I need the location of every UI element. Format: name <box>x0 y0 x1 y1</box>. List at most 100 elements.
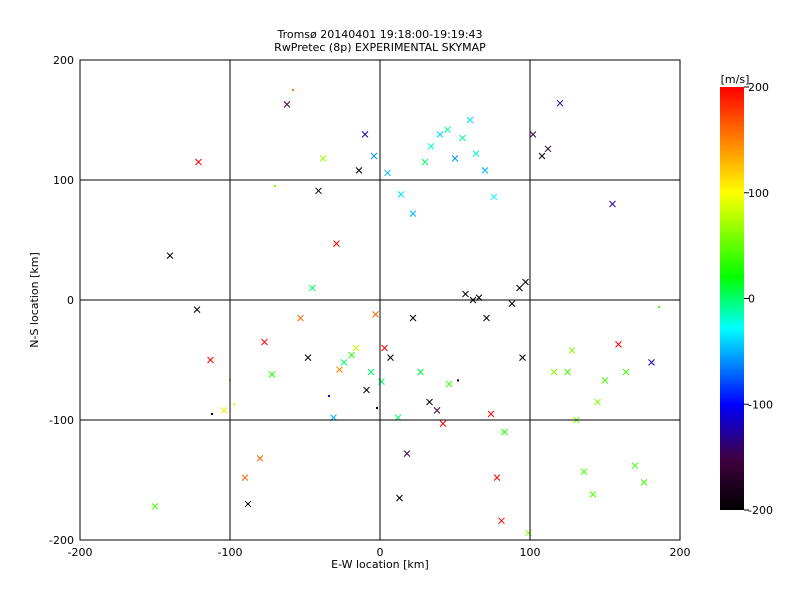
data-point-cross <box>319 155 327 162</box>
data-point-cross <box>544 145 552 153</box>
data-point-dot <box>292 89 294 91</box>
colorbar-ticks: 200 100 0 -100 -200 <box>744 81 773 517</box>
data-point-cross <box>472 150 480 157</box>
data-point-cross <box>451 155 459 162</box>
x-tick-label: -200 <box>68 546 93 559</box>
data-point-dot <box>233 403 236 406</box>
data-point-cross <box>417 368 424 376</box>
data-point-cross <box>283 101 291 108</box>
grid-lines <box>80 60 680 540</box>
colorbar-tick-label: 0 <box>748 293 755 306</box>
data-point-dot <box>457 379 459 382</box>
data-point-cross <box>333 240 340 247</box>
data-point-cross <box>340 359 348 366</box>
data-point-cross <box>384 169 391 177</box>
x-tick-label: 0 <box>377 546 384 559</box>
colorbar-tick-label: 200 <box>748 81 769 94</box>
x-tick-label: 200 <box>670 546 691 559</box>
data-point-cross <box>522 278 529 286</box>
data-point-cross <box>445 380 453 388</box>
x-tick-label: -100 <box>218 546 243 559</box>
y-axis-label: N-S location [km] <box>28 252 41 348</box>
data-point-cross <box>256 455 264 462</box>
data-point-cross <box>525 529 532 537</box>
data-point-dot <box>274 185 276 187</box>
data-point-cross <box>481 167 489 174</box>
x-axis-label: E-W location [km] <box>331 558 429 571</box>
data-point-cross <box>444 126 451 133</box>
data-point-cross <box>207 356 214 364</box>
y-tick-label: -200 <box>49 534 74 547</box>
data-point-cross <box>529 131 537 138</box>
data-point-cross <box>493 474 501 481</box>
colorbar-tick-label: -200 <box>748 504 773 517</box>
data-point-cross <box>519 354 526 361</box>
y-tick-label: -100 <box>49 414 74 427</box>
data-point-cross <box>309 284 316 292</box>
y-tick-label: 200 <box>53 54 74 67</box>
data-point-cross <box>501 428 508 436</box>
data-point-dot <box>376 407 378 409</box>
y-axis-ticks: -200 -100 0 100 200 <box>49 54 74 547</box>
data-point-cross <box>367 368 375 376</box>
data-point-cross <box>483 314 490 322</box>
data-point-cross <box>436 131 444 138</box>
data-point-cross <box>220 407 228 414</box>
data-point-cross <box>550 368 558 376</box>
data-point-cross <box>648 359 655 366</box>
data-point-cross <box>387 354 394 361</box>
data-point-cross <box>151 503 159 510</box>
data-point-cross <box>462 290 469 298</box>
data-point-cross <box>304 354 312 361</box>
data-point-dot <box>328 395 330 397</box>
data-point-cross <box>466 116 474 124</box>
data-point-cross <box>361 131 369 138</box>
data-point-cross <box>397 191 405 198</box>
data-point-cross <box>601 377 609 384</box>
data-point-cross <box>381 344 388 352</box>
data-point-cross <box>315 187 322 195</box>
data-point-cross <box>498 517 505 525</box>
data-point-dot <box>211 413 213 415</box>
data-point-cross <box>409 314 417 322</box>
colorbar-tick-label: -100 <box>748 398 773 411</box>
data-point-cross <box>622 368 630 376</box>
data-point-cross <box>556 99 564 107</box>
colorbar <box>720 87 744 510</box>
data-point-cross <box>403 450 411 457</box>
data-point-cross <box>372 311 379 318</box>
data-point-cross <box>193 306 201 313</box>
x-tick-label: 100 <box>520 546 541 559</box>
data-point-cross <box>487 410 495 418</box>
data-point-cross <box>370 152 378 160</box>
data-point-cross <box>355 167 363 174</box>
data-point-cross <box>459 134 466 142</box>
data-point-cross <box>564 368 571 376</box>
y-tick-label: 0 <box>67 294 74 307</box>
data-point-cross <box>615 341 622 348</box>
data-point-cross <box>166 252 174 259</box>
data-point-cross <box>433 407 441 414</box>
data-point-cross <box>195 158 202 166</box>
data-point-cross <box>538 152 546 160</box>
colorbar-label: [m/s] <box>721 73 750 86</box>
data-point-cross <box>352 344 360 352</box>
chart-subtitle: RwPretec (8p) EXPERIMENTAL SKYMAP <box>274 41 486 54</box>
data-point-cross <box>508 300 516 307</box>
y-tick-label: 100 <box>53 174 74 187</box>
data-point-cross <box>421 158 429 166</box>
data-point-cross <box>378 378 385 385</box>
data-point-cross <box>439 420 447 427</box>
scatter-points <box>151 89 660 537</box>
data-point-cross <box>490 193 498 201</box>
data-point-cross <box>594 398 601 406</box>
colorbar-tick-label: 100 <box>748 187 769 200</box>
data-point-cross <box>336 366 343 373</box>
data-point-cross <box>363 386 370 394</box>
data-point-cross <box>261 338 268 346</box>
data-point-cross <box>409 210 417 217</box>
data-point-cross <box>516 284 523 292</box>
x-axis-ticks: -200 -100 0 100 200 <box>68 546 691 559</box>
data-point-cross <box>348 351 355 359</box>
